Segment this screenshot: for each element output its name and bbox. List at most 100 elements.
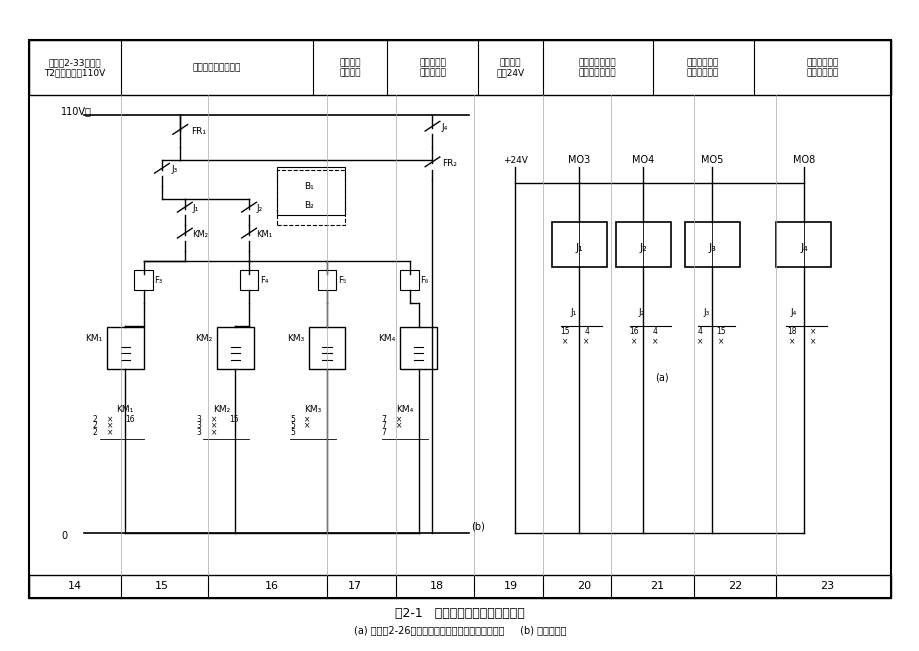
Text: J₁: J₁ (570, 308, 575, 317)
Bar (615, 222, 670, 267)
Text: 16: 16 (265, 581, 278, 591)
Text: ×: × (210, 415, 217, 424)
Text: KM₁: KM₁ (117, 406, 133, 414)
Bar (107, 327, 143, 369)
Text: KM₂: KM₂ (212, 406, 230, 414)
Text: MO5: MO5 (700, 155, 722, 165)
Text: +24V: +24V (502, 156, 527, 165)
Text: 0: 0 (61, 531, 67, 541)
Text: ×: × (583, 337, 589, 346)
Text: 19: 19 (503, 581, 517, 591)
Text: J₃: J₃ (708, 243, 715, 253)
Text: ×: × (718, 337, 724, 346)
Text: ×: × (788, 337, 794, 346)
Text: FR₁: FR₁ (191, 126, 206, 135)
Text: B₁: B₁ (303, 182, 313, 191)
Text: 数控系统
直流24V: 数控系统 直流24V (496, 58, 524, 77)
Text: ×: × (562, 337, 568, 346)
Text: F₅: F₅ (337, 275, 346, 284)
Text: ×: × (395, 421, 402, 430)
Text: J₂: J₂ (639, 243, 647, 253)
Text: J₄: J₄ (800, 243, 807, 253)
Text: 21: 21 (650, 581, 664, 591)
Text: MO4: MO4 (631, 155, 653, 165)
Text: J₂: J₂ (638, 308, 644, 317)
Text: ×: × (304, 415, 310, 424)
Text: 15: 15 (154, 581, 169, 591)
Text: J₁: J₁ (574, 243, 583, 253)
Bar (317, 270, 335, 290)
Bar (28, 575, 891, 598)
Text: KM₁: KM₁ (85, 334, 102, 343)
Bar (240, 270, 258, 290)
Text: 22: 22 (727, 581, 742, 591)
Text: J₁: J₁ (192, 204, 199, 214)
Text: 7: 7 (381, 415, 386, 424)
Text: 5: 5 (289, 421, 295, 430)
Text: FR₂: FR₂ (441, 159, 456, 168)
Text: 数控系统控制主
轴电机正转反转: 数控系统控制主 轴电机正转反转 (578, 58, 616, 77)
Text: ×: × (652, 337, 658, 346)
Text: ×: × (107, 415, 113, 424)
Text: 3: 3 (197, 415, 201, 424)
Text: 图2-1   数控系统接口与控制电路图: 图2-1 数控系统接口与控制电路图 (394, 607, 525, 620)
Text: 14: 14 (68, 581, 82, 591)
Bar (308, 327, 345, 369)
Text: 来自图2-33变压器
T2输出得交流110V: 来自图2-33变压器 T2输出得交流110V (44, 58, 106, 77)
Text: KM₃: KM₃ (287, 334, 304, 343)
Text: 5: 5 (289, 415, 295, 424)
Text: 20: 20 (576, 581, 590, 591)
Bar (277, 170, 345, 225)
Bar (684, 222, 739, 267)
Bar (134, 270, 153, 290)
Text: J₂: J₂ (256, 204, 262, 214)
Text: 3: 3 (197, 421, 201, 430)
Bar (28, 40, 891, 598)
Text: 冷却电机正
转及其制动: 冷却电机正 转及其制动 (418, 58, 446, 77)
Text: (b): (b) (471, 521, 484, 531)
Text: 4: 4 (584, 327, 588, 337)
Text: MO3: MO3 (568, 155, 590, 165)
Text: KM₂: KM₂ (195, 334, 212, 343)
Text: 4: 4 (652, 327, 657, 337)
Text: 17: 17 (347, 581, 361, 591)
Text: 2: 2 (93, 421, 97, 430)
Bar (277, 167, 345, 215)
Bar (551, 222, 607, 267)
Text: J₃: J₃ (702, 308, 709, 317)
Text: B₂: B₂ (303, 201, 313, 210)
Text: 15: 15 (716, 327, 725, 337)
Text: 110V～: 110V～ (61, 107, 92, 117)
Bar (28, 40, 891, 96)
Text: ×: × (809, 337, 815, 346)
Text: 15: 15 (229, 415, 238, 424)
Text: ×: × (697, 337, 703, 346)
Text: KM₄: KM₄ (396, 406, 414, 414)
Bar (776, 222, 831, 267)
Text: MO8: MO8 (792, 155, 814, 165)
Text: KM₄: KM₄ (378, 334, 395, 343)
Text: 23: 23 (819, 581, 833, 591)
Text: ×: × (395, 415, 402, 424)
Text: 数控系统控制
主轴电机制动: 数控系统控制 主轴电机制动 (686, 58, 719, 77)
Bar (217, 327, 254, 369)
Text: KM₃: KM₃ (304, 406, 322, 414)
Text: 5: 5 (289, 428, 295, 437)
Text: ×: × (304, 421, 310, 430)
Text: F₄: F₄ (260, 275, 268, 284)
Text: 18: 18 (787, 327, 796, 337)
Text: 2: 2 (93, 415, 97, 424)
Text: F₆: F₆ (420, 275, 428, 284)
Bar (400, 270, 418, 290)
Text: F₃: F₃ (154, 275, 163, 284)
Text: (a) 来自图2-26得数控系统主轴及润滑控制接口电路     (b) 控制电路图: (a) 来自图2-26得数控系统主轴及润滑控制接口电路 (b) 控制电路图 (354, 625, 565, 635)
Text: KM₁: KM₁ (256, 230, 272, 240)
Text: KM₂: KM₂ (192, 230, 208, 240)
Text: 7: 7 (381, 428, 386, 437)
Text: J₄: J₄ (441, 123, 448, 132)
Text: J₄: J₄ (789, 308, 796, 317)
Bar (400, 327, 437, 369)
Text: ×: × (107, 421, 113, 430)
Text: J₃: J₃ (171, 165, 177, 174)
Text: ×: × (107, 428, 113, 437)
